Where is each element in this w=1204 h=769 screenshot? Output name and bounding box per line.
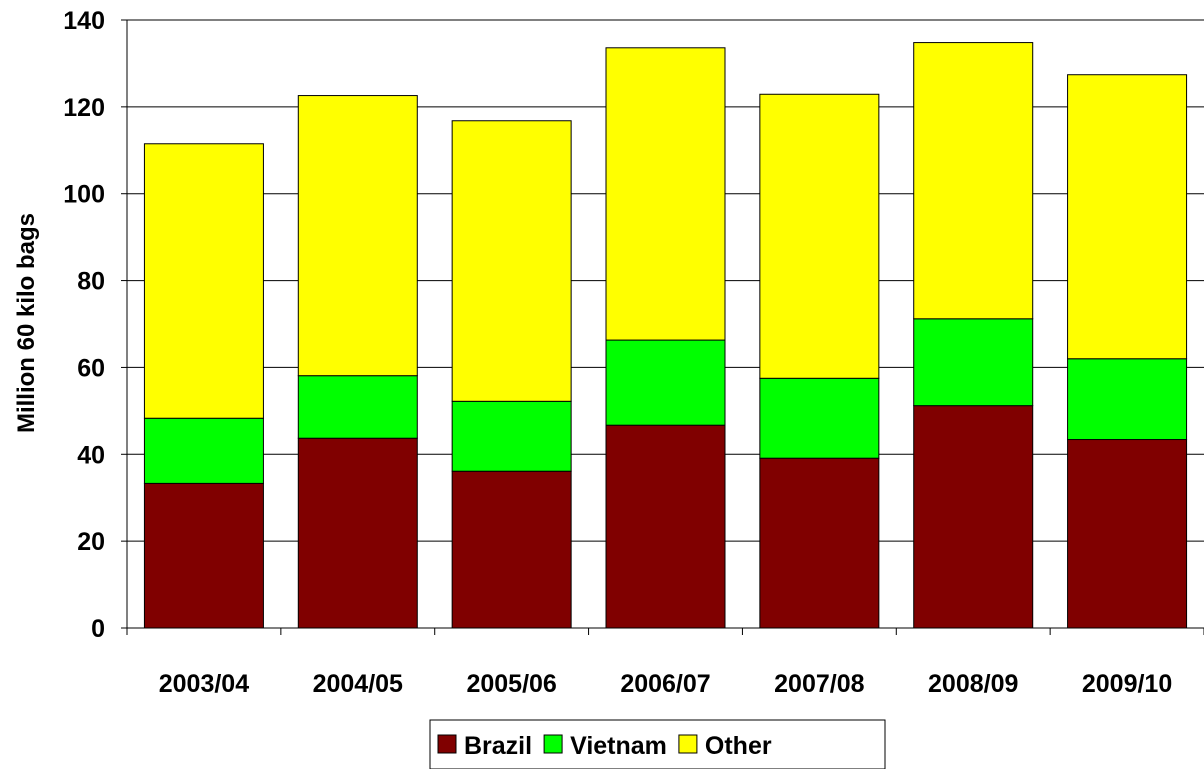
x-tick-label: 2006/07 (620, 670, 710, 698)
bar-brazil-2008-09 (913, 405, 1034, 629)
bar-vietnam-2009-10 (1067, 358, 1188, 441)
y-tick-label: 120 (63, 94, 105, 122)
bar-brazil-2005-06 (451, 470, 572, 629)
bars (143, 42, 1188, 629)
x-tick-labels: 2003/04 2004/05 2005/06 2006/07 2007/08 2008/… (159, 670, 1173, 698)
bar-vietnam-2003-04 (143, 417, 264, 484)
bar-brazil-2006-07 (605, 424, 726, 629)
bar-vietnam-2005-06 (451, 400, 572, 472)
bar-vietnam-2008-09 (913, 318, 1034, 407)
y-tick-label: 0 (91, 615, 105, 643)
x-tick-label: 2008/09 (928, 670, 1018, 698)
bar-other-2008-09 (913, 42, 1034, 320)
y-tick-label: 60 (77, 354, 105, 382)
bar-other-2007-08 (759, 93, 880, 379)
bar-vietnam-2007-08 (759, 377, 880, 459)
bar-other-2005-06 (451, 120, 572, 402)
legend-label-vietnam: Vietnam (570, 732, 667, 760)
axes (121, 19, 1204, 635)
bar-other-2004-05 (297, 95, 418, 377)
bar-brazil-2003-04 (143, 482, 264, 629)
y-tick-label: 140 (63, 7, 105, 35)
y-tick-labels: 0 20 40 60 80 100 120 140 (63, 7, 105, 643)
x-tick-label: 2007/08 (774, 670, 864, 698)
y-tick-label: 100 (63, 181, 105, 209)
y-tick-label: 80 (77, 268, 105, 296)
legend-label-other: Other (705, 732, 772, 760)
bar-vietnam-2004-05 (297, 375, 418, 439)
legend-label-brazil: Brazil (464, 732, 532, 760)
y-axis-title: Million 60 kilo bags (13, 213, 40, 433)
legend-swatch-other (678, 734, 698, 754)
bar-vietnam-2006-07 (605, 339, 726, 426)
legend-swatch-brazil (437, 734, 457, 754)
legend: Brazil Vietnam Other (429, 719, 886, 769)
x-tick-label: 2004/05 (313, 670, 403, 698)
bar-brazil-2007-08 (759, 457, 880, 629)
bar-brazil-2009-10 (1067, 439, 1188, 629)
bar-brazil-2004-05 (297, 437, 418, 629)
y-tick-label: 40 (77, 441, 105, 469)
x-tick-label: 2005/06 (466, 670, 556, 698)
legend-swatch-vietnam (543, 734, 563, 754)
bar-other-2006-07 (605, 47, 726, 341)
bar-other-2009-10 (1067, 74, 1188, 360)
x-tick-label: 2009/10 (1082, 670, 1172, 698)
y-tick-label: 20 (77, 528, 105, 556)
bar-other-2003-04 (143, 143, 264, 419)
legend-box (429, 719, 886, 769)
x-tick-label: 2003/04 (159, 670, 249, 698)
